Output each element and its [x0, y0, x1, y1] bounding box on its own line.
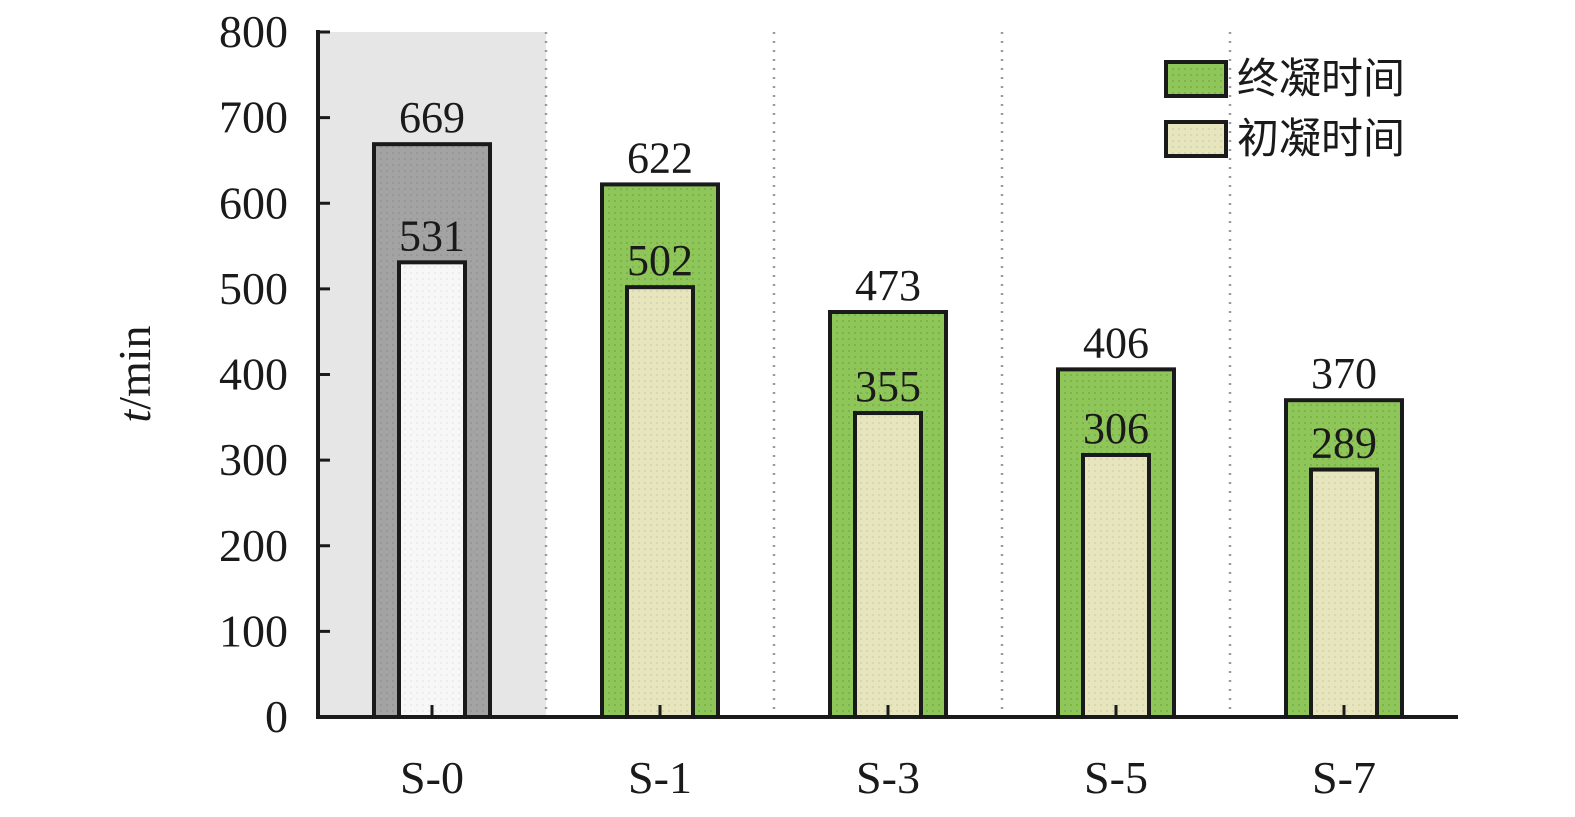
data-label-final: 473	[855, 261, 921, 310]
y-tick-label: 500	[219, 263, 288, 314]
data-label-initial: 502	[627, 236, 693, 285]
data-label-final: 669	[399, 93, 465, 142]
y-axis-title-unit: /min	[109, 325, 160, 409]
data-label-initial: 306	[1083, 404, 1149, 453]
data-label-initial: 355	[855, 362, 921, 411]
x-tick-label: S-0	[400, 752, 464, 803]
legend: 终凝时间 初凝时间	[1164, 54, 1405, 163]
y-tick-label: 300	[219, 434, 288, 485]
data-label-initial: 289	[1311, 419, 1377, 468]
legend-label-initial: 初凝时间	[1237, 114, 1405, 163]
bar-initial-setting	[625, 285, 695, 719]
bar-initial-setting	[1081, 452, 1151, 719]
x-tick-label: S-7	[1312, 752, 1376, 803]
x-tick-label: S-5	[1084, 752, 1148, 803]
x-tick-label: S-1	[628, 752, 692, 803]
y-tick-label: 100	[219, 605, 288, 656]
bar-initial-setting	[853, 411, 923, 719]
y-tick-label: 800	[219, 6, 288, 57]
bar-initial-setting	[1309, 467, 1379, 720]
data-label-final: 370	[1311, 349, 1377, 398]
data-label-final: 406	[1083, 318, 1149, 367]
y-tick-label: 0	[265, 691, 288, 742]
y-axis-title-italic: t	[109, 409, 160, 423]
y-axis-title: t/min	[109, 325, 160, 422]
x-tick-label: S-3	[856, 752, 920, 803]
y-tick-label: 200	[219, 520, 288, 571]
legend-swatch-final	[1164, 60, 1228, 98]
data-label-initial: 531	[399, 211, 465, 260]
y-tick-label: 600	[219, 177, 288, 228]
legend-swatch-initial	[1164, 120, 1228, 158]
legend-label-final: 终凝时间	[1237, 54, 1405, 103]
y-tick-label: 400	[219, 349, 288, 400]
y-tick-label: 700	[219, 92, 288, 143]
data-label-final: 622	[627, 133, 693, 182]
bar-initial-setting	[397, 260, 467, 719]
